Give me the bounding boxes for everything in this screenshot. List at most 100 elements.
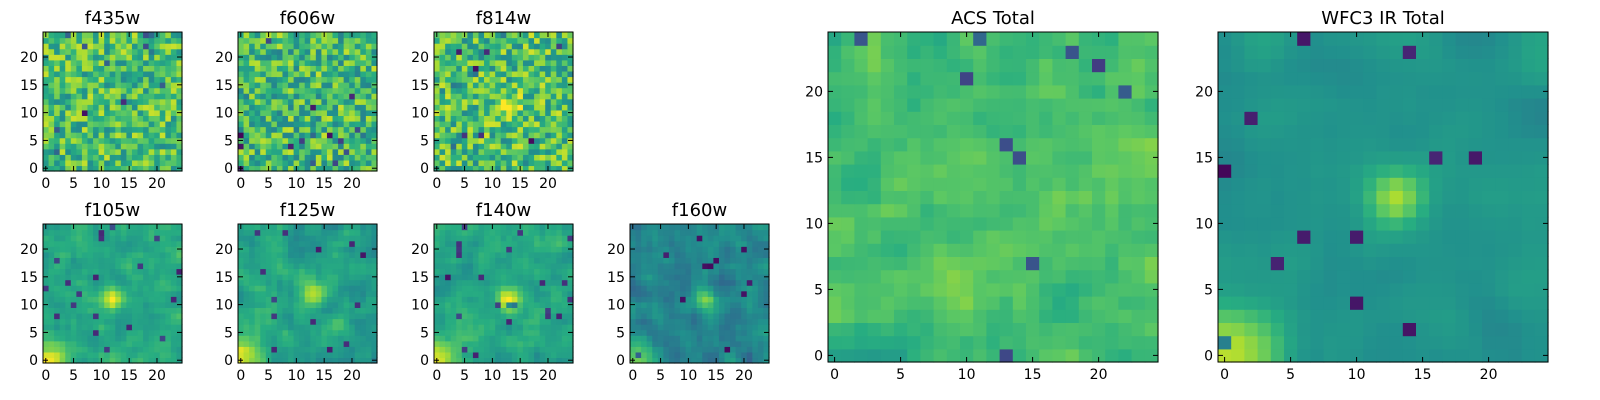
heatmap-cell xyxy=(472,82,480,89)
heatmap-cell xyxy=(478,115,485,122)
heatmap-cell xyxy=(265,340,272,347)
heatmap-cell xyxy=(539,279,546,286)
heatmap-cell xyxy=(154,229,161,236)
heatmap-cell xyxy=(148,285,155,292)
heatmap-cell xyxy=(445,346,452,353)
heatmap-cell xyxy=(338,87,345,94)
heatmap-cell xyxy=(154,318,161,325)
heatmap-cell xyxy=(718,329,726,336)
heatmap-cell xyxy=(115,48,122,55)
heatmap-cell xyxy=(495,143,502,150)
heatmap-cell xyxy=(506,357,513,364)
heatmap-cell xyxy=(76,65,83,72)
heatmap-cell xyxy=(120,165,127,172)
heatmap-cell xyxy=(456,290,463,297)
heatmap-cell xyxy=(254,240,261,247)
heatmap-cell xyxy=(349,109,356,116)
heatmap-cell xyxy=(115,251,122,258)
heatmap-cell xyxy=(238,115,245,122)
heatmap-cell xyxy=(657,268,664,275)
heatmap-cell xyxy=(534,290,541,297)
heatmap-cell xyxy=(506,137,513,144)
heatmap-cell xyxy=(500,132,507,139)
heatmap-cell xyxy=(445,262,452,270)
heatmap-cell xyxy=(522,115,530,122)
heatmap-cell xyxy=(907,348,921,363)
heatmap-cell xyxy=(109,290,116,297)
heatmap-cell xyxy=(757,257,765,264)
heatmap-cell xyxy=(48,93,55,100)
heatmap-cell xyxy=(539,307,546,314)
heatmap-cell xyxy=(478,285,485,292)
heatmap-cell xyxy=(349,148,356,155)
heatmap-cell xyxy=(691,324,698,331)
heatmap-cell xyxy=(500,240,507,247)
heatmap-cell xyxy=(517,235,524,242)
heatmap-cell xyxy=(260,104,267,111)
heatmap-cell xyxy=(170,346,178,353)
heatmap-cell xyxy=(131,137,139,144)
heatmap-cell xyxy=(472,43,480,50)
heatmap-cell xyxy=(517,329,524,336)
heatmap-cell xyxy=(741,324,748,331)
heatmap-cell xyxy=(104,165,111,172)
heatmap-cell xyxy=(550,229,557,236)
heatmap-cell xyxy=(685,324,692,331)
heatmap-cell xyxy=(545,120,552,128)
heatmap-cell xyxy=(65,312,72,320)
heatmap-cell xyxy=(746,357,753,364)
y-tick-label: 0 xyxy=(224,161,233,177)
heatmap-cell xyxy=(59,98,66,105)
heatmap-cell xyxy=(1012,243,1027,257)
heatmap-cell xyxy=(1012,335,1027,350)
heatmap-cell xyxy=(680,262,687,270)
heatmap-cell xyxy=(674,257,681,264)
heatmap-cell xyxy=(517,335,524,342)
heatmap-cell xyxy=(48,37,55,44)
heatmap-cell xyxy=(545,137,552,144)
heatmap-cell xyxy=(343,43,350,50)
heatmap-cell xyxy=(506,257,513,264)
heatmap-cell xyxy=(148,351,155,359)
heatmap-cell xyxy=(841,296,855,310)
heatmap-cell xyxy=(143,346,150,353)
heatmap-cell xyxy=(176,240,183,247)
heatmap-cell xyxy=(360,143,367,150)
heatmap-cell xyxy=(434,251,441,258)
heatmap-cell xyxy=(528,290,535,297)
heatmap-cell xyxy=(545,335,552,342)
heatmap-cell xyxy=(506,329,513,336)
heatmap-cell xyxy=(1118,203,1133,218)
heatmap-cell xyxy=(641,335,648,342)
x-tick-label: 10 xyxy=(92,176,110,192)
heatmap-cell xyxy=(561,340,569,347)
heatmap-cell xyxy=(65,109,72,116)
heatmap-cell xyxy=(126,235,133,242)
heatmap-cell xyxy=(326,324,334,331)
heatmap-cell xyxy=(517,43,524,50)
heatmap-cell xyxy=(495,54,502,61)
heatmap-cell xyxy=(696,351,703,359)
heatmap-cell xyxy=(65,87,72,94)
heatmap-cell xyxy=(276,32,284,39)
heatmap-cell xyxy=(365,351,373,359)
heatmap-cell xyxy=(70,148,77,155)
heatmap-cell xyxy=(365,70,373,78)
heatmap-cell xyxy=(165,115,172,122)
heatmap-cell xyxy=(343,98,350,105)
heatmap-cell xyxy=(59,120,66,128)
heatmap-cell xyxy=(506,148,513,155)
heatmap-cell xyxy=(461,246,468,253)
panel-title: f814w xyxy=(476,8,531,29)
heatmap-cell xyxy=(495,240,502,247)
heatmap-cell xyxy=(165,70,172,78)
heatmap-cell xyxy=(489,346,496,353)
heatmap-cell xyxy=(310,246,317,253)
heatmap-cell xyxy=(668,224,676,231)
heatmap-cell xyxy=(960,309,974,323)
heatmap-cell xyxy=(148,246,155,253)
heatmap-cell xyxy=(154,329,161,336)
heatmap-cell xyxy=(534,257,541,264)
heatmap-cell xyxy=(550,165,557,172)
heatmap-cell xyxy=(104,296,111,303)
